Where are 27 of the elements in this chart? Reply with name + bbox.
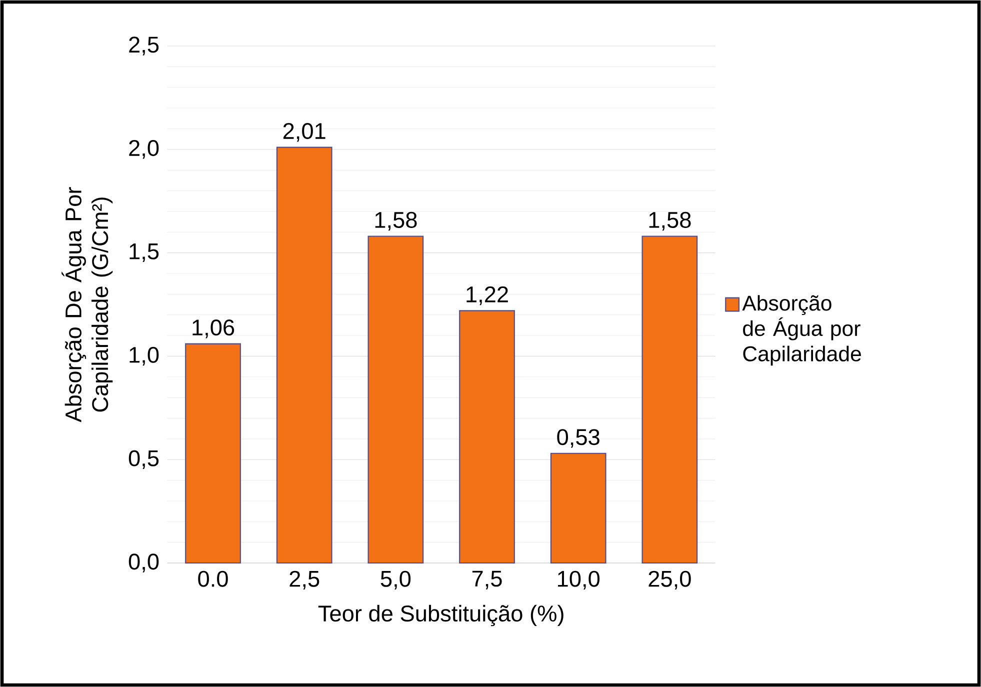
y-tick-label: 1,0 bbox=[130, 346, 159, 366]
y-tick-label: 0,0 bbox=[128, 554, 159, 572]
data-label: 1,06 bbox=[192, 319, 234, 338]
y-axis-title: Absorção De Água Por Capilaridade (G/Cm²) bbox=[62, 187, 113, 422]
x-tick-label: 25,0 bbox=[648, 570, 691, 590]
data-label: 1,58 bbox=[649, 212, 691, 231]
bar bbox=[642, 236, 698, 564]
y-tick-label: 2,0 bbox=[129, 140, 159, 159]
y-tick-label: 0,5 bbox=[128, 450, 159, 469]
y-tick-label: 2,5 bbox=[129, 36, 159, 56]
y-tick-label: 1,5 bbox=[130, 244, 159, 262]
legend-label: Absorção de Água por Capilaridade bbox=[742, 295, 861, 366]
bar bbox=[459, 310, 515, 564]
bar bbox=[276, 146, 332, 564]
bar bbox=[368, 236, 424, 564]
data-label: 2,01 bbox=[283, 123, 326, 142]
bar bbox=[550, 452, 606, 564]
x-tick-label: 7,5 bbox=[472, 570, 502, 590]
data-label: 0,53 bbox=[557, 429, 600, 448]
x-axis-title: Teor de Substituição (%) bbox=[318, 604, 564, 626]
data-label: 1,22 bbox=[466, 286, 508, 306]
bar bbox=[185, 343, 241, 564]
x-tick-label: 0.0 bbox=[198, 570, 228, 587]
x-tick-label: 10,0 bbox=[558, 570, 600, 590]
data-label: 1,58 bbox=[375, 212, 417, 231]
x-tick-label: 2,5 bbox=[290, 570, 320, 590]
x-tick-label: 5,0 bbox=[380, 570, 411, 590]
